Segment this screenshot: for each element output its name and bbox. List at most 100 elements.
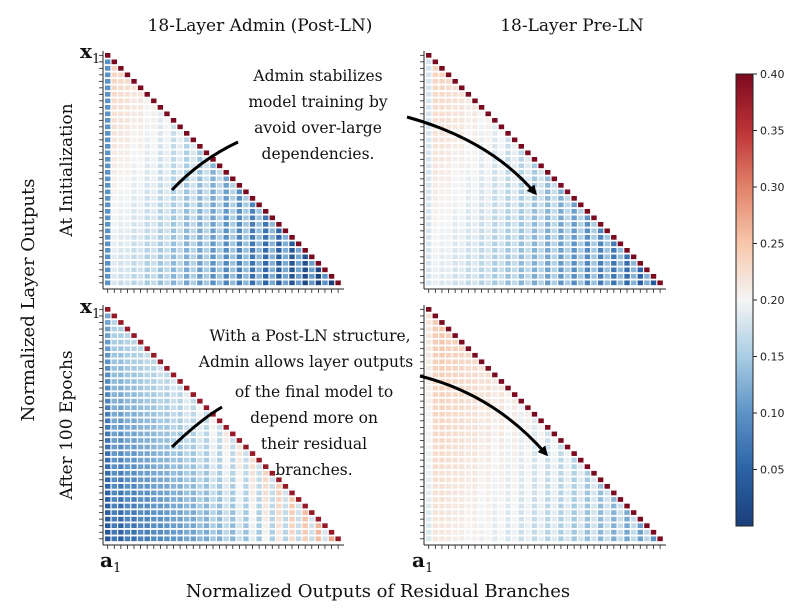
heatmap-cell xyxy=(472,411,478,417)
heatmap-cell xyxy=(478,529,485,535)
heatmap-cell xyxy=(164,523,170,529)
heatmap-cell xyxy=(151,267,157,273)
heatmap-cell xyxy=(551,503,558,509)
heatmap-cell xyxy=(445,477,452,483)
heatmap-cell xyxy=(445,451,452,456)
heatmap-cell xyxy=(190,170,196,175)
heatmap-cell xyxy=(269,523,275,529)
heatmap-cell xyxy=(452,241,458,247)
heatmap-cell xyxy=(459,267,465,273)
heatmap-cell xyxy=(432,157,439,162)
heatmap-cell xyxy=(525,516,531,522)
heatmap-cell xyxy=(511,425,518,430)
heatmap-cell xyxy=(203,484,210,489)
heatmap-cell xyxy=(203,189,210,195)
heatmap-cell xyxy=(571,228,577,234)
heatmap-cell xyxy=(249,228,256,234)
heatmap-cell xyxy=(445,183,452,188)
heatmap-cell xyxy=(243,536,249,542)
heatmap-cell xyxy=(452,411,458,417)
heatmap-cell xyxy=(505,497,511,502)
heatmap-cell xyxy=(184,170,190,175)
heatmap-cell xyxy=(465,170,472,175)
heatmap-cell xyxy=(118,183,124,188)
heatmap-cell xyxy=(439,222,445,227)
heatmap-cell xyxy=(511,523,518,529)
heatmap-cell xyxy=(518,209,524,214)
heatmap-cell xyxy=(432,451,439,456)
heatmap-cell xyxy=(236,516,243,522)
heatmap-cell xyxy=(538,477,544,483)
heatmap-cell xyxy=(124,372,131,378)
heatmap-cell xyxy=(465,523,472,529)
heatmap-cell xyxy=(498,157,505,162)
heatmap-cell xyxy=(426,457,432,463)
heatmap-cell xyxy=(190,241,196,247)
heatmap-cell xyxy=(124,85,131,91)
heatmap-cell xyxy=(230,470,236,476)
heatmap-cell xyxy=(472,170,478,175)
heatmap-cell xyxy=(505,280,511,286)
heatmap-cell xyxy=(118,111,124,117)
heatmap-cell xyxy=(243,202,249,208)
heatmap-cell xyxy=(170,118,177,123)
heatmap-cell xyxy=(230,267,236,273)
heatmap-cell xyxy=(518,241,524,247)
heatmap-cell xyxy=(558,235,564,240)
heatmap-cell xyxy=(111,438,117,443)
heatmap-cell xyxy=(309,529,315,535)
heatmap-cell xyxy=(230,280,236,286)
heatmap-cell xyxy=(505,183,511,188)
heatmap-cell xyxy=(525,261,531,266)
heatmap-cell xyxy=(164,425,170,430)
heatmap-cell xyxy=(111,379,117,384)
heatmap-cell xyxy=(459,503,465,509)
heatmap-cell xyxy=(472,222,478,227)
heatmap-cell xyxy=(111,516,117,522)
heatmap-cell xyxy=(111,333,117,338)
heatmap-cell xyxy=(644,274,650,279)
heatmap-cell xyxy=(151,105,157,110)
heatmap-cell xyxy=(445,157,452,162)
heatmap-cell xyxy=(485,176,491,182)
heatmap-cell xyxy=(452,516,458,522)
heatmap-cell xyxy=(525,274,531,279)
colorbar-tick-label: 0.15 xyxy=(760,351,785,364)
y-axis-label: Normalized Layer Outputs xyxy=(18,179,39,422)
heatmap-cell xyxy=(164,248,170,253)
heatmap-cell xyxy=(177,176,183,182)
heatmap-cell xyxy=(571,510,577,515)
heatmap-cell xyxy=(511,157,518,162)
heatmap-cell xyxy=(170,529,177,535)
heatmap-cell xyxy=(426,235,432,240)
heatmap-cell xyxy=(518,529,524,535)
heatmap-cell xyxy=(492,438,498,443)
heatmap-cell xyxy=(511,261,518,266)
heatmap-cell xyxy=(223,183,229,188)
heatmap-cell xyxy=(269,235,275,240)
heatmap-cell xyxy=(439,98,445,104)
heatmap-cell xyxy=(157,235,164,240)
heatmap-cell xyxy=(564,523,571,529)
heatmap-cell xyxy=(256,477,262,483)
heatmap-cell xyxy=(170,163,177,169)
heatmap-cell xyxy=(164,490,170,496)
heatmap-cell xyxy=(263,215,269,221)
heatmap-cell xyxy=(545,196,551,201)
heatmap-cell xyxy=(551,431,558,437)
heatmap-cell xyxy=(230,451,236,456)
annotation-1-line-left xyxy=(170,140,239,192)
heatmap-cell xyxy=(518,497,524,502)
heatmap-cell xyxy=(230,254,236,260)
heatmap-cell xyxy=(131,470,137,476)
heatmap-cell xyxy=(538,189,544,195)
heatmap-cell xyxy=(511,497,518,502)
heatmap-cell xyxy=(511,444,518,450)
heatmap-cell xyxy=(236,235,243,240)
heatmap-cell xyxy=(472,484,478,489)
heatmap-cell xyxy=(465,529,472,535)
heatmap-cell xyxy=(243,222,249,227)
heatmap-cell xyxy=(445,457,452,463)
heatmap-cell xyxy=(511,144,518,149)
heatmap-cell xyxy=(439,157,445,162)
